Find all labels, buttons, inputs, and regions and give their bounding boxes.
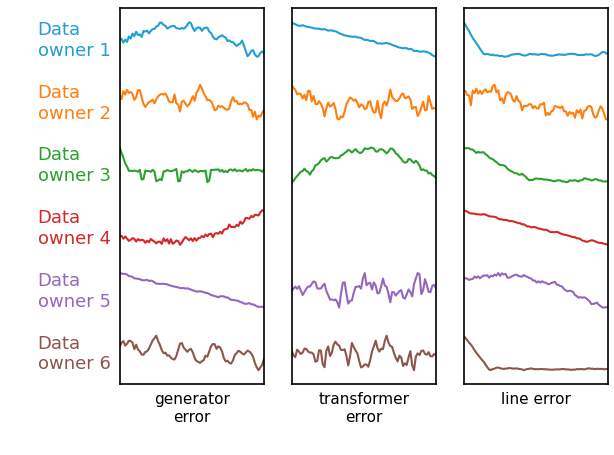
Text: Data
owner 5: Data owner 5: [37, 271, 111, 310]
Text: Data
owner 3: Data owner 3: [37, 146, 111, 185]
X-axis label: line error: line error: [501, 391, 570, 406]
Text: Data
owner 1: Data owner 1: [37, 21, 111, 60]
X-axis label: generator
error: generator error: [154, 391, 230, 424]
Text: Data
owner 6: Data owner 6: [37, 334, 111, 373]
Text: Data
owner 4: Data owner 4: [37, 209, 111, 248]
Text: Data
owner 2: Data owner 2: [37, 84, 111, 122]
X-axis label: transformer
error: transformer error: [318, 391, 410, 424]
